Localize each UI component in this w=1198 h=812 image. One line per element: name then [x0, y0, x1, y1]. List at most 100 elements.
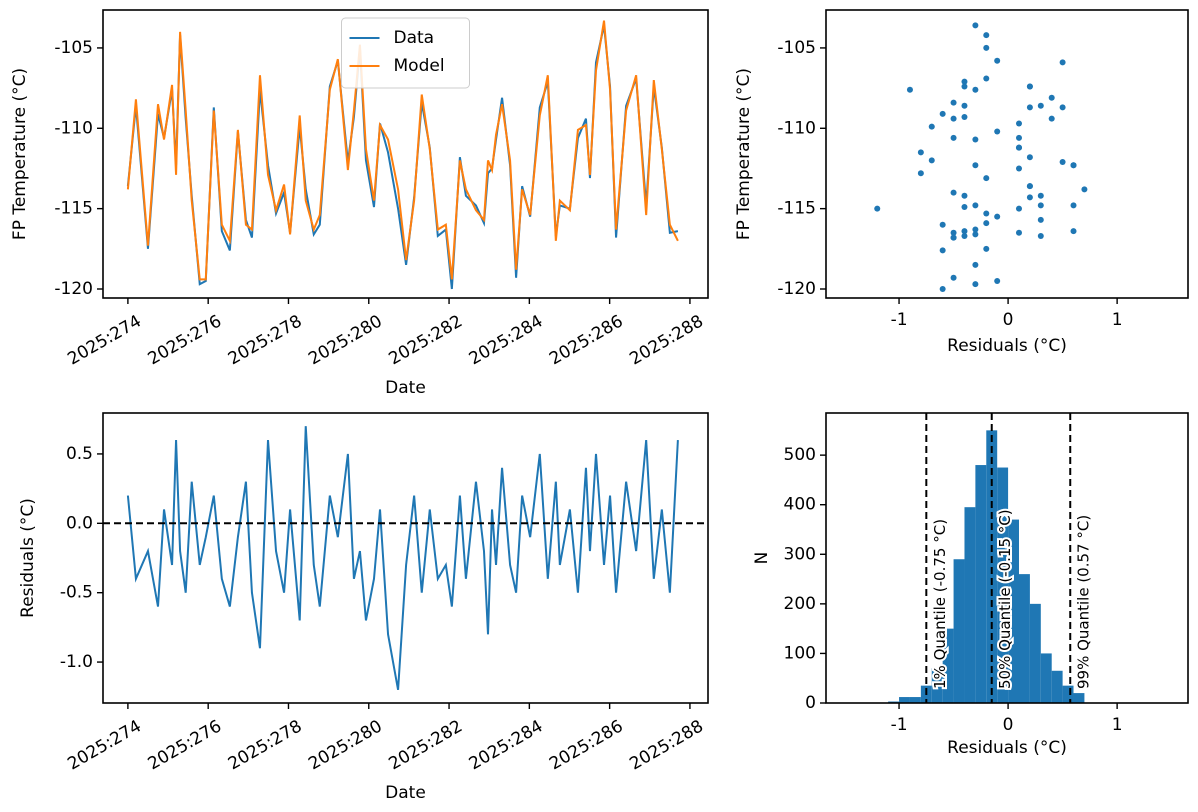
histogram-bar: [1051, 670, 1063, 703]
scatter-point: [1037, 216, 1044, 223]
scatter-point: [939, 221, 946, 228]
y-tick-label: 0: [805, 693, 816, 713]
scatter-point: [1026, 83, 1033, 90]
x-tick-label: 2025:286: [546, 716, 627, 774]
x-tick-label: 2025:288: [626, 311, 707, 369]
y-axis-label: Residuals (°C): [18, 498, 38, 618]
scatter-point: [1070, 202, 1077, 209]
scatter-point: [972, 231, 979, 238]
y-tick-label: -0.5: [60, 583, 93, 603]
scatter-point: [939, 286, 946, 292]
x-tick-label: 2025:284: [466, 311, 547, 369]
scatter-point: [972, 226, 979, 233]
scatter-point: [994, 128, 1001, 135]
scatter-point: [1015, 229, 1022, 236]
scatter-point: [1037, 192, 1044, 199]
x-axis-label: Residuals (°C): [947, 738, 1067, 758]
quantile-label: 99% Quantile (0.57 °C): [1075, 515, 1093, 689]
x-tick-label: 2025:276: [145, 716, 226, 774]
scatter-point: [1015, 120, 1022, 127]
scatter-point: [961, 78, 968, 85]
scatter-point: [1015, 134, 1022, 141]
scatter-point: [972, 136, 979, 143]
scatter-point: [1015, 144, 1022, 151]
histogram-bar: [953, 559, 965, 703]
data-line: [126, 20, 679, 281]
scatter-point: [1070, 228, 1077, 235]
scatter-point: [961, 228, 968, 235]
scatter-point: [1015, 165, 1022, 172]
scatter-point: [961, 83, 968, 90]
scatter-point: [1015, 205, 1022, 212]
y-tick-label: -115: [54, 199, 93, 219]
histogram-bar: [909, 697, 921, 703]
histogram-bar: [942, 628, 954, 703]
scatter-point: [950, 274, 957, 281]
y-axis-label: FP Temperature (°C): [10, 68, 30, 240]
histogram-bar: [899, 697, 910, 703]
y-tick-label: -110: [777, 118, 816, 138]
histogram-bar: [1008, 519, 1019, 703]
x-tick-label: 0: [1003, 715, 1014, 735]
y-axis-label: N: [752, 552, 772, 565]
scatter-point: [983, 220, 990, 227]
scatter-point: [972, 162, 979, 169]
axes-frame: [825, 412, 1189, 704]
x-tick-label: 2025:278: [225, 716, 306, 774]
y-tick-label: -120: [777, 279, 816, 299]
y-tick-label: -105: [777, 38, 816, 58]
y-tick-label: 0.0: [66, 513, 93, 533]
histogram-bar: [1073, 693, 1085, 703]
y-tick-label: -1.0: [60, 652, 93, 672]
quantile-label: 1% Quantile (-0.75 °C): [931, 519, 949, 689]
scatter-point: [1026, 104, 1033, 111]
scatter-point: [961, 102, 968, 109]
scatter-point: [983, 175, 990, 182]
x-tick-label: -1: [891, 310, 908, 330]
x-axis-label: Date: [385, 783, 426, 803]
scatter-point: [983, 210, 990, 217]
scatter-point: [1037, 202, 1044, 209]
histogram-bar: [1029, 603, 1041, 703]
plot-area: [877, 413, 1085, 703]
data-line: [126, 426, 679, 690]
scatter-point: [972, 261, 979, 268]
scatter-point: [961, 232, 968, 239]
x-tick-label: 2025:276: [145, 311, 226, 369]
histogram-bar: [964, 507, 976, 703]
x-tick-label: 2025:284: [466, 716, 547, 774]
histogram-bar: [1040, 653, 1052, 703]
scatter-point: [939, 110, 946, 117]
panel: 1% Quantile (-0.75 °C) 50% Quantile (-0.1…: [752, 412, 1189, 758]
scatter-point: [972, 86, 979, 93]
quantile-label: 50% Quantile (-0.15 °C): [996, 509, 1014, 689]
y-tick-label: -110: [54, 118, 93, 138]
axes-frame: [825, 9, 1189, 299]
scatter-point: [950, 99, 957, 106]
axes-frame: [102, 9, 709, 299]
scatter-point: [874, 205, 881, 212]
scatter-point: [1081, 186, 1088, 193]
y-tick-label: 100: [784, 643, 816, 663]
x-tick-label: -1: [891, 715, 908, 735]
scatter-point: [1026, 154, 1033, 161]
scatter-point: [1048, 94, 1055, 101]
scatter-point: [961, 192, 968, 199]
scatter-point: [939, 247, 946, 254]
histogram-bar: [1018, 574, 1030, 703]
scatter-point: [961, 204, 968, 211]
x-tick-label: 2025:282: [386, 716, 467, 774]
scatter-point: [950, 234, 957, 241]
scatter-point: [961, 114, 968, 121]
histogram-bar: [986, 430, 998, 703]
panel: 2025:274 2025:276 2025:278 2025:280 2025:282…: [18, 412, 709, 803]
scatter-point: [972, 281, 979, 288]
scatter-point: [928, 123, 935, 130]
scatter-point: [1059, 59, 1066, 66]
scatter-point: [972, 22, 979, 29]
scatter-point: [994, 57, 1001, 64]
histogram-bar: [975, 465, 987, 703]
y-tick-label: -105: [54, 38, 93, 58]
y-tick-label: 300: [784, 544, 816, 564]
scatter-point: [983, 75, 990, 82]
